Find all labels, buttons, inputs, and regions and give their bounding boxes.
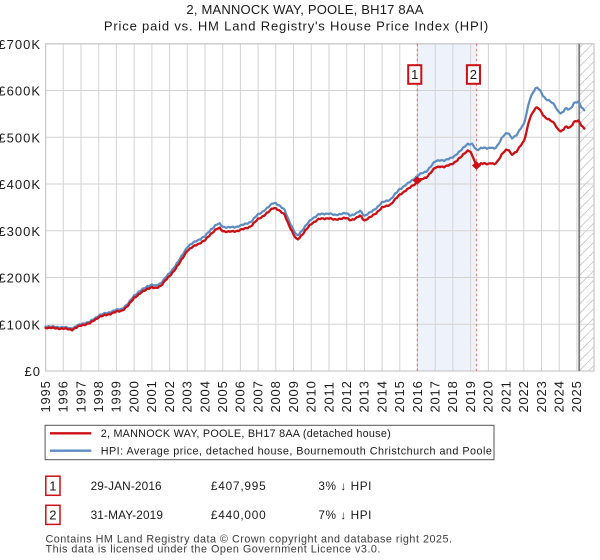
svg-text:2000: 2000 bbox=[127, 380, 142, 412]
svg-text:2004: 2004 bbox=[197, 380, 212, 412]
svg-text:£407,995: £407,995 bbox=[211, 479, 267, 493]
svg-text:2021: 2021 bbox=[498, 380, 513, 412]
svg-text:2009: 2009 bbox=[286, 380, 301, 412]
svg-text:2024: 2024 bbox=[552, 380, 567, 412]
svg-text:2023: 2023 bbox=[534, 380, 549, 412]
svg-text:2014: 2014 bbox=[374, 380, 389, 412]
svg-text:£200K: £200K bbox=[0, 271, 41, 286]
svg-text:2007: 2007 bbox=[250, 380, 265, 412]
svg-text:HPI: Average price, detached h: HPI: Average price, detached house, Bour… bbox=[101, 445, 493, 457]
svg-text:£100K: £100K bbox=[0, 317, 41, 332]
svg-text:£700K: £700K bbox=[0, 37, 41, 52]
svg-text:£400K: £400K bbox=[0, 177, 41, 192]
svg-text:2: 2 bbox=[470, 67, 477, 82]
svg-text:2, MANNOCK WAY, POOLE, BH17 8A: 2, MANNOCK WAY, POOLE, BH17 8AA (detache… bbox=[101, 428, 391, 440]
svg-text:2022: 2022 bbox=[516, 380, 531, 412]
svg-text:2001: 2001 bbox=[144, 380, 159, 412]
svg-text:3% ↓ HPI: 3% ↓ HPI bbox=[318, 479, 372, 493]
svg-text:2019: 2019 bbox=[463, 380, 478, 412]
svg-text:2013: 2013 bbox=[357, 380, 372, 412]
svg-text:2002: 2002 bbox=[162, 380, 177, 412]
svg-text:2010: 2010 bbox=[304, 380, 319, 412]
svg-text:£0: £0 bbox=[25, 364, 41, 379]
svg-text:1: 1 bbox=[49, 478, 56, 493]
svg-text:2006: 2006 bbox=[233, 380, 248, 412]
svg-text:29-JAN-2016: 29-JAN-2016 bbox=[91, 479, 162, 493]
svg-text:2011: 2011 bbox=[321, 381, 336, 412]
svg-text:£500K: £500K bbox=[0, 130, 41, 145]
svg-text:2003: 2003 bbox=[180, 380, 195, 412]
svg-text:1995: 1995 bbox=[38, 380, 53, 412]
svg-text:1996: 1996 bbox=[56, 380, 71, 412]
svg-text:2012: 2012 bbox=[339, 380, 354, 412]
svg-text:Price paid vs. HM Land Registr: Price paid vs. HM Land Registry's House … bbox=[104, 18, 489, 33]
svg-text:2016: 2016 bbox=[410, 380, 425, 412]
svg-text:2020: 2020 bbox=[481, 380, 496, 412]
svg-text:1998: 1998 bbox=[91, 380, 106, 412]
svg-text:2, MANNOCK WAY, POOLE, BH17 8A: 2, MANNOCK WAY, POOLE, BH17 8AA bbox=[186, 2, 423, 17]
svg-text:2015: 2015 bbox=[392, 380, 407, 412]
svg-text:Contains HM Land Registry data: Contains HM Land Registry data © Crown c… bbox=[46, 534, 453, 546]
svg-text:£440,000: £440,000 bbox=[211, 508, 267, 522]
svg-text:2025: 2025 bbox=[569, 380, 584, 412]
svg-text:2017: 2017 bbox=[428, 380, 443, 412]
svg-text:2018: 2018 bbox=[445, 380, 460, 412]
svg-text:1: 1 bbox=[411, 67, 418, 82]
svg-text:2008: 2008 bbox=[268, 380, 283, 412]
svg-text:2005: 2005 bbox=[215, 380, 230, 412]
svg-text:£600K: £600K bbox=[0, 84, 41, 99]
svg-text:This data is licensed under th: This data is licensed under the Open Gov… bbox=[46, 544, 381, 556]
svg-text:7% ↓ HPI: 7% ↓ HPI bbox=[318, 508, 372, 522]
svg-text:1997: 1997 bbox=[73, 380, 88, 412]
svg-text:31-MAY-2019: 31-MAY-2019 bbox=[91, 508, 163, 522]
svg-text:1999: 1999 bbox=[109, 380, 124, 412]
svg-text:2: 2 bbox=[49, 507, 56, 522]
svg-text:£300K: £300K bbox=[0, 224, 41, 239]
